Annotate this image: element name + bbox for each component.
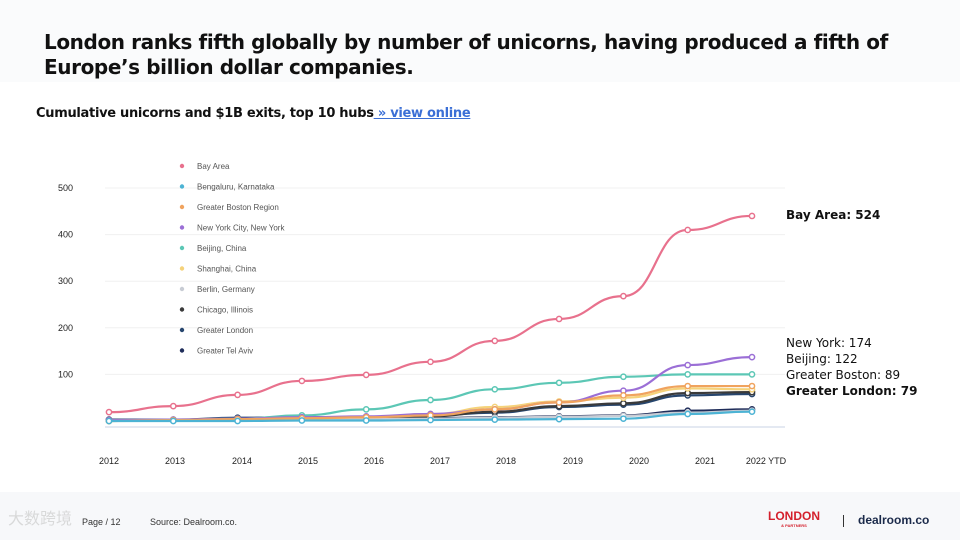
- x-tick-label: 2013: [165, 456, 185, 466]
- data-point: [105, 408, 113, 416]
- x-tick-label: 2022 YTD: [746, 456, 787, 466]
- data-point: [555, 315, 563, 323]
- y-tick-label: 400: [58, 230, 73, 240]
- subtitle-text: Cumulative unicorns and $1B exits, top 1…: [36, 106, 374, 121]
- legend-marker: [179, 348, 185, 353]
- data-point: [748, 353, 756, 361]
- logo-subtext: & PARTNERS: [781, 523, 807, 528]
- annotation-new-york: New York: 174: [786, 336, 872, 350]
- data-point: [427, 416, 434, 424]
- title-band: [0, 0, 960, 82]
- data-point: [555, 415, 563, 423]
- legend-marker: [179, 286, 185, 292]
- data-point: [427, 358, 434, 366]
- data-point: [620, 399, 627, 407]
- legend-label: Beijing, China: [197, 244, 247, 253]
- data-point: [555, 379, 563, 387]
- legend-marker: [179, 307, 185, 312]
- data-point: [684, 226, 692, 234]
- annotation-london: Greater London: 79: [786, 384, 918, 398]
- footer: [0, 492, 960, 540]
- slide-title: London ranks fifth globally by number of…: [44, 30, 888, 79]
- data-point: [684, 361, 692, 369]
- legend-label: Chicago, Illinois: [197, 306, 253, 315]
- series-line: [108, 214, 753, 414]
- legend-marker: [179, 163, 185, 169]
- data-point: [684, 371, 692, 378]
- y-tick-label: 200: [58, 323, 73, 333]
- legend-label: Greater Tel Aviv: [197, 347, 253, 356]
- data-point: [555, 399, 563, 406]
- data-point: [491, 416, 499, 423]
- annotation-boston: Greater Boston: 89: [786, 368, 901, 382]
- data-point: [620, 373, 627, 381]
- data-point: [491, 337, 499, 345]
- legend-label: New York City, New York: [197, 224, 285, 233]
- dealroom-logo: dealroom.co: [858, 513, 930, 527]
- logo-divider: [843, 515, 844, 527]
- legend-label: Shanghai, China: [197, 265, 257, 274]
- x-tick-label: 2012: [99, 456, 119, 466]
- legend-marker: [179, 184, 185, 189]
- data-point: [234, 417, 241, 425]
- data-point: [491, 406, 499, 413]
- legend-label: Berlin, Germany: [197, 285, 255, 294]
- source-note: Source: Dealroom.co.: [150, 517, 238, 527]
- series-line: [108, 356, 753, 422]
- legend-marker: [179, 327, 185, 333]
- chart-subtitle: Cumulative unicorns and $1B exits, top 1…: [36, 106, 471, 121]
- legend-marker: [179, 204, 185, 210]
- x-tick-label: 2016: [364, 456, 384, 466]
- data-point: [748, 212, 756, 220]
- data-point: [298, 417, 306, 424]
- data-point: [362, 371, 370, 379]
- data-point: [620, 292, 627, 300]
- data-point: [684, 410, 692, 418]
- legend-label: Bengaluru, Karnataka: [197, 183, 275, 192]
- view-online-link[interactable]: » view online: [373, 106, 471, 121]
- x-tick-label: 2021: [695, 456, 715, 466]
- data-point: [362, 406, 370, 413]
- data-point: [169, 417, 177, 425]
- annotation-bay-area: Bay Area: 524: [786, 208, 881, 222]
- data-point: [362, 417, 370, 424]
- data-point: [748, 382, 756, 390]
- data-point: [748, 408, 756, 416]
- legend-marker: [179, 266, 185, 271]
- annotation-beijing: Beijing: 122: [786, 352, 858, 366]
- page-number: Page / 12: [82, 517, 121, 527]
- x-tick-label: 2020: [629, 456, 649, 466]
- y-tick-label: 300: [58, 276, 73, 286]
- legend-label: Greater Boston Region: [197, 203, 279, 212]
- data-point: [748, 371, 756, 378]
- data-point: [620, 392, 627, 399]
- data-point: [684, 382, 692, 390]
- legend-label: Bay Area: [197, 162, 230, 171]
- data-point: [620, 415, 627, 423]
- x-tick-label: 2017: [430, 456, 450, 466]
- legend-marker: [179, 225, 185, 230]
- y-tick-label: 500: [58, 183, 73, 193]
- data-point: [234, 391, 241, 399]
- data-point: [298, 377, 306, 385]
- data-point: [105, 417, 113, 425]
- watermark: 大数跨境: [8, 511, 73, 528]
- legend-marker: [179, 245, 185, 251]
- line-chart: 100 200 300 400 500 2012 2013 2014 2015 2016 2017 2…: [58, 162, 787, 466]
- y-tick-label: 100: [58, 369, 73, 379]
- x-tick-label: 2018: [496, 456, 516, 466]
- london-partners-logo: LONDON & PARTNERS: [768, 509, 820, 529]
- x-tick-label: 2019: [563, 456, 583, 466]
- legend-label: Greater London: [197, 326, 253, 335]
- x-tick-label: 2014: [232, 456, 252, 466]
- x-tick-label: 2015: [298, 456, 318, 466]
- data-point: [169, 402, 177, 410]
- data-point: [427, 396, 434, 404]
- logo-text: LONDON: [768, 509, 820, 523]
- data-point: [491, 385, 499, 393]
